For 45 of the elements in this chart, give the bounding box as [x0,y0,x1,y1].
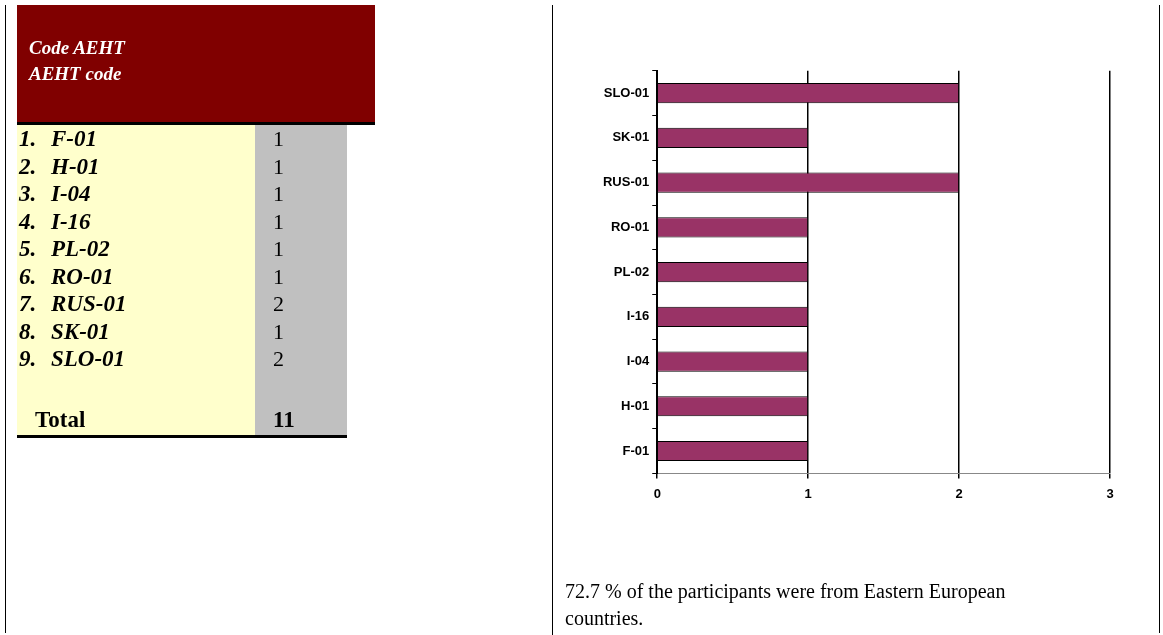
text: 7. [19,290,38,318]
text: SLO-01 [51,346,126,371]
text: 1 [255,152,347,180]
y-tick-label: I-04 [626,353,650,369]
text: 6. [19,262,38,291]
y-tick-label: I-16 [626,308,650,324]
text: RO-01 [51,263,114,289]
text: 4. [19,207,38,236]
text: 2. [19,152,38,181]
text: 1 [255,180,347,208]
text: 1 [255,262,347,290]
text: Total [17,372,255,435]
text: 1 [255,235,347,263]
text: SK-01 [51,318,110,344]
text: Code AEHT [29,36,127,60]
text: 1 [255,317,347,345]
y-tick-label: RO-01 [610,218,650,234]
text: F-01 [51,126,97,151]
text: 1. [19,125,38,153]
text: 1 [255,207,347,235]
text: 2 [255,345,347,373]
text: PL-02 [51,236,110,261]
text: AEHT code [29,62,123,86]
x-tick-label: 3 [1106,485,1114,501]
text: I-04 [51,181,91,206]
text: RUS-01 [51,291,127,316]
y-tick-label: PL-02 [613,263,650,279]
text: 3. [19,180,38,208]
text: 9. [19,345,38,373]
y-tick-label: F-01 [622,442,650,458]
text: 11 [255,372,347,435]
text: I-16 [51,208,91,234]
text: 72.7 % of the participants were from Eastern European countries. [565,579,1007,631]
x-tick-label: 1 [804,485,812,501]
text: H-01 [51,153,100,179]
y-tick-label: SLO-01 [603,84,650,100]
text: 1 [255,125,347,153]
y-tick-label: H-01 [621,397,650,413]
x-tick-label: 0 [653,485,661,501]
y-tick-label: SK-01 [612,129,650,145]
y-tick-label: RUS-01 [602,174,650,190]
text: 8. [19,317,38,346]
text: 5. [19,235,38,263]
text: 2 [255,290,347,318]
x-tick-label: 2 [955,485,963,501]
